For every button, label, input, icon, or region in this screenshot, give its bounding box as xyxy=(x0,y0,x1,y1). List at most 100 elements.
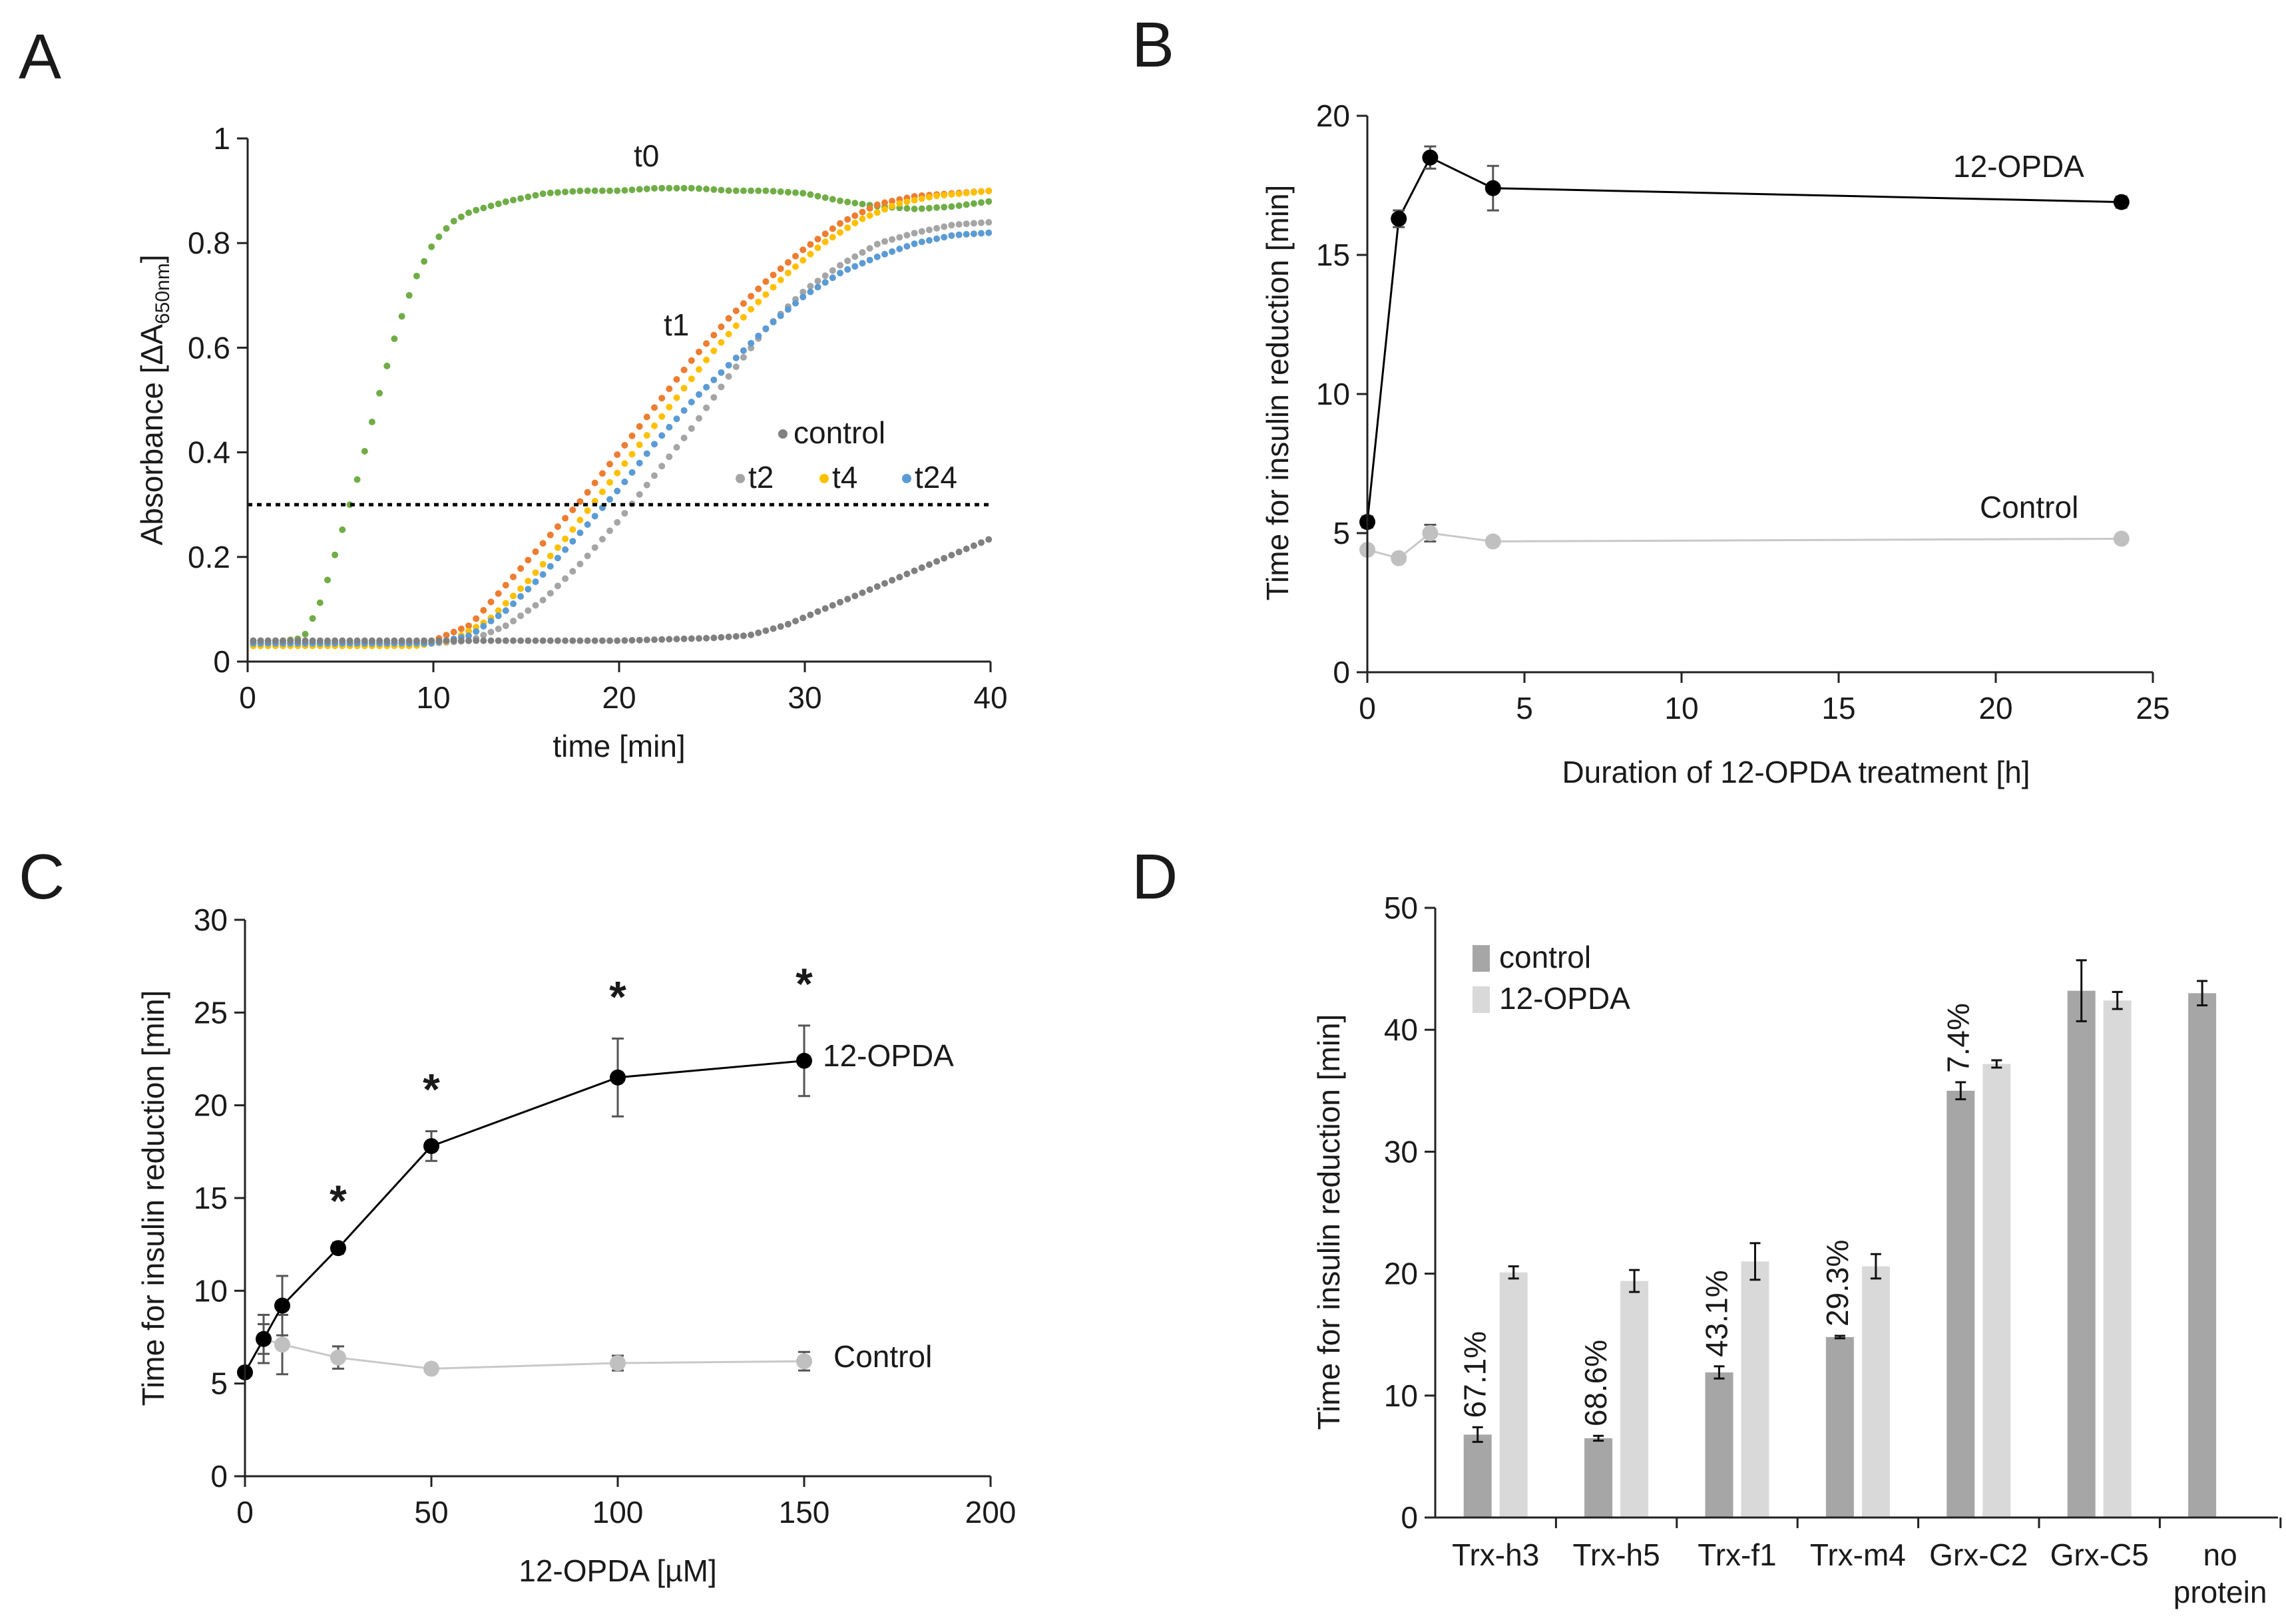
panel-a-point-t1 xyxy=(547,531,554,538)
panel-a-point-t1 xyxy=(889,198,896,205)
panel-a-point-t1 xyxy=(844,216,851,223)
panel-a-point-t24 xyxy=(525,586,532,593)
panel-b-point-Control xyxy=(1485,533,1501,550)
panel-a-point-t24 xyxy=(584,521,591,528)
panel-a-point-t2 xyxy=(502,622,509,630)
panel-a-point-t0 xyxy=(814,192,821,200)
panel-a-point-t2 xyxy=(614,518,621,526)
panel-b-ticks: 0 5 10 15 20 25 0 5 10 15 20 xyxy=(1316,99,2170,725)
panel-a-point-control xyxy=(814,608,821,615)
panel-a-point-control xyxy=(762,627,770,634)
panel-b-line-12-OPDA xyxy=(1366,156,2122,522)
panel-b-y-tick-label: 5 xyxy=(1333,516,1350,550)
panel-d-category-label: Trx-m4 xyxy=(1810,1537,1906,1572)
panel-b-y-tick-label: 20 xyxy=(1316,99,1350,133)
panel-a-point-t0 xyxy=(978,199,985,206)
panel-d-percent-label: 67.1% xyxy=(1458,1331,1492,1418)
panel-a-point-t2 xyxy=(651,472,658,479)
panel-a-point-control xyxy=(398,637,405,644)
panel-a-point-t2 xyxy=(889,236,896,243)
panel-a-point-t4 xyxy=(829,234,836,241)
panel-a-point-t2 xyxy=(539,596,547,604)
panel-d-y-tick-label: 0 xyxy=(1401,1500,1418,1535)
panel-a-point-control xyxy=(673,636,680,643)
panel-a-point-t2 xyxy=(554,582,561,590)
panel-a-point-control xyxy=(680,635,688,642)
panel-a-point-t0 xyxy=(332,551,339,558)
panel-a-point-control xyxy=(732,633,740,640)
panel-a-label-t4: t4 xyxy=(832,460,857,495)
panel-a-point-t2 xyxy=(696,415,702,422)
panel-a-point-control xyxy=(353,637,361,644)
panel-a-point-control xyxy=(405,637,413,644)
panel-d-y-tick-label: 40 xyxy=(1384,1012,1418,1047)
panel-a-point-control xyxy=(621,637,628,644)
panel-a-point-t4 xyxy=(807,250,814,258)
panel-d-category-label: Trx-h3 xyxy=(1452,1537,1539,1572)
panel-a-point-t2 xyxy=(718,383,725,391)
panel-a-point-control xyxy=(346,637,353,644)
panel-a-point-t0 xyxy=(651,184,658,192)
panel-c-y-tick-label: 0 xyxy=(210,1459,228,1494)
panel-a-point-t4 xyxy=(770,284,777,291)
panel-a-point-t2 xyxy=(821,272,829,280)
panel-a-point-control xyxy=(800,614,807,622)
panel-a-point-control xyxy=(465,637,472,644)
panel-a-point-t2 xyxy=(978,219,985,226)
panel-b-series-label-control: Control xyxy=(1980,490,2078,524)
panel-a-point-t24 xyxy=(814,284,821,291)
panel-a-point-t4 xyxy=(465,628,472,635)
panel-a-point-t2 xyxy=(584,552,591,560)
panel-a-point-t0 xyxy=(770,188,777,195)
panel-a-point-t24 xyxy=(800,294,807,301)
panel-d-ticks: 0 10 20 30 40 50 xyxy=(1384,891,1435,1535)
panel-c-x-tick-label: 200 xyxy=(965,1495,1017,1529)
panel-a-point-t1 xyxy=(851,212,859,220)
panel-a-point-t0 xyxy=(421,258,428,265)
panel-a-point-t4 xyxy=(525,578,532,584)
panel-a-point-control xyxy=(911,567,918,574)
panel-a-point-t24 xyxy=(748,339,755,347)
panel-a-point-t0 xyxy=(643,185,650,192)
panel-a-point-t24 xyxy=(792,300,799,307)
panel-b-point-Control xyxy=(2113,530,2130,547)
panel-a-point-t0 xyxy=(554,189,561,196)
panel-a-point-t4 xyxy=(651,422,658,429)
panel-a-point-t1 xyxy=(859,208,866,216)
panel-a-legend-t24-dot xyxy=(902,474,911,483)
panel-a-point-t1 xyxy=(562,514,569,522)
panel-a-point-t2 xyxy=(547,590,554,597)
panel-a-point-t2 xyxy=(851,253,859,260)
panel-a-point-control xyxy=(978,539,985,546)
panel-a-point-t0 xyxy=(725,187,732,194)
panel-a-point-t0 xyxy=(851,200,859,207)
panel-a-point-t24 xyxy=(859,260,866,267)
panel-a-point-t1 xyxy=(696,348,702,355)
panel-a-point-t1 xyxy=(510,573,517,580)
panel-a-y-tick-label: 0 xyxy=(213,644,230,679)
panel-a-point-t2 xyxy=(480,632,487,639)
panel-a-point-t1 xyxy=(569,507,576,514)
panel-a-point-control xyxy=(280,637,286,644)
panel-a-point-t0 xyxy=(302,630,309,638)
panel-d-bar-12-opda xyxy=(2103,1000,2132,1518)
panel-a-point-t24 xyxy=(554,554,561,562)
panel-a-point-t4 xyxy=(673,394,680,401)
panel-a-label-control: control xyxy=(794,415,885,450)
panel-a-point-t1 xyxy=(792,252,799,260)
panel-a-point-control xyxy=(450,637,457,644)
panel-a-point-t1 xyxy=(703,340,710,347)
panel-d-category-label: protein xyxy=(2173,1575,2267,1609)
panel-d-y-tick-label: 50 xyxy=(1384,891,1418,925)
panel-a-point-t4 xyxy=(614,469,621,477)
panel-a-point-t2 xyxy=(829,267,836,274)
panel-a-point-t24 xyxy=(770,318,777,325)
panel-a-point-t2 xyxy=(985,219,993,226)
panel-a-point-t2 xyxy=(673,444,680,451)
panel-a-point-control xyxy=(539,637,547,644)
panel-a-point-t4 xyxy=(510,592,517,600)
panel-a-point-control xyxy=(302,637,309,644)
panel-a-point-t24 xyxy=(784,306,792,313)
panel-a-point-t2 xyxy=(532,602,539,609)
panel-a-point-t24 xyxy=(718,369,725,376)
